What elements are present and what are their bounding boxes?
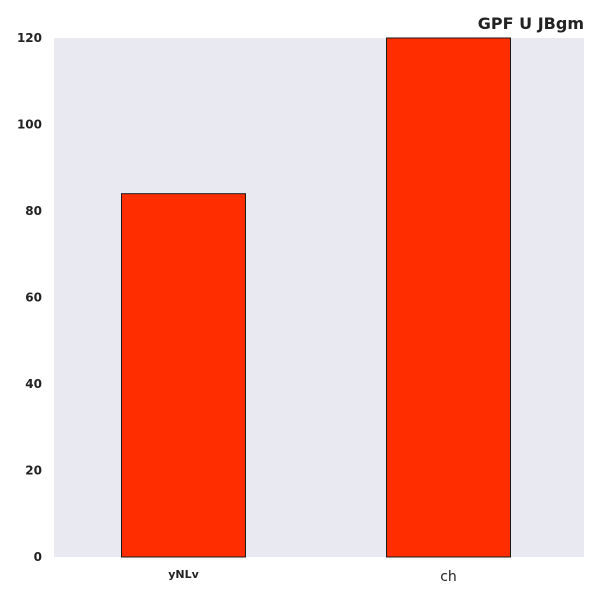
y-tick-label: 0 [34,550,42,564]
y-tick-label: 40 [25,377,42,391]
x-axis: yNLv ch [168,568,457,585]
bar [386,37,511,558]
y-tick-label: 120 [17,31,42,45]
y-tick-label: 80 [25,204,42,218]
chart-title: GPF U JBgm [478,14,584,33]
bar [121,193,246,558]
x-tick-label: yNLv [168,568,199,581]
y-axis: 0 20 40 60 80 100 120 [17,31,42,564]
y-tick-label: 100 [17,118,42,132]
bars-layer [121,37,511,558]
y-tick-label: 20 [25,464,42,478]
y-tick-label: 60 [25,291,42,305]
x-tick-label: ch [440,569,457,585]
